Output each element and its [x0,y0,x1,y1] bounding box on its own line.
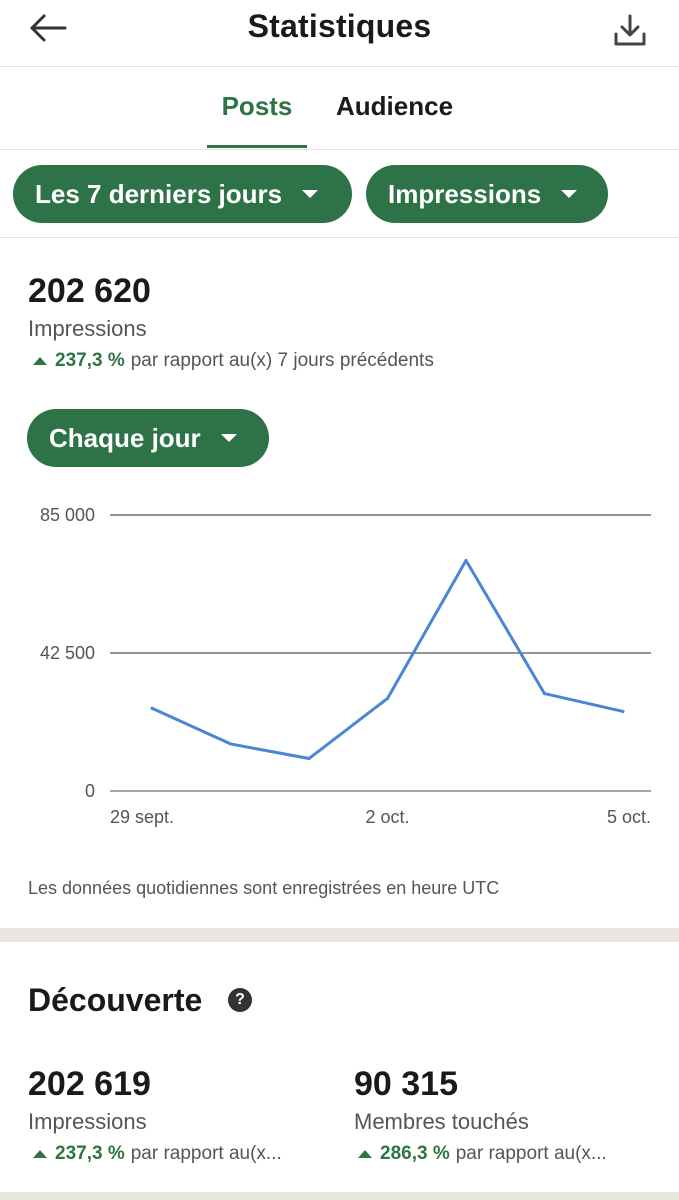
active-tab-indicator [207,145,307,148]
y-tick-label: 42 500 [40,643,95,663]
section-divider [0,928,679,942]
tab-posts[interactable]: Posts [221,91,293,121]
data-point [543,692,546,696]
period-filter-dropdown[interactable]: Les 7 derniers jours [13,165,352,223]
series-line [150,558,625,761]
granularity-label: Chaque jour [49,422,201,453]
download-icon [614,14,646,46]
app-header: Statistiques [0,0,679,67]
chevron-down-icon [561,190,578,198]
section-divider [0,1192,679,1200]
data-point [386,696,389,700]
back-button[interactable] [24,8,72,48]
discovery-impressions-trend: 237,3 % par rapport au(x... [33,1143,282,1165]
members-reached-label: Membres touchés [354,1109,529,1134]
data-point [307,757,311,761]
impressions-line-chart: 85 000 42 500 0 29 sept. 2 oct. 5 oct. [40,505,651,827]
chart-note: Les données quotidiennes sont enregistré… [28,878,500,898]
download-button[interactable] [606,8,654,52]
x-tick-label: 2 oct. [365,807,409,827]
data-point [621,709,625,713]
impressions-trend: 237,3 % par rapport au(x) 7 jours précéd… [33,350,434,372]
chevron-down-icon [302,190,319,198]
metric-filter-label: Impressions [388,178,542,209]
metric-filter-dropdown[interactable]: Impressions [366,165,608,223]
y-tick-label: 85 000 [40,505,95,525]
divider [0,237,679,238]
y-tick-label: 0 [85,781,95,801]
discovery-impressions-value: 202 619 [28,1065,151,1103]
tab-bar: Posts Audience [0,67,679,150]
trend-text: par rapport au(x... [455,1143,607,1164]
arrow-left-icon [30,14,67,42]
granularity-dropdown[interactable]: Chaque jour [27,409,269,467]
members-reached-value: 90 315 [354,1065,458,1103]
page-title: Statistiques [247,8,432,44]
trend-percent: 237,3 % [55,350,125,371]
x-tick-label: 29 sept. [110,807,174,827]
trend-up-icon [358,1150,372,1158]
question-mark-icon[interactable]: ? [228,988,252,1012]
trend-percent: 237,3 % [55,1143,125,1164]
trend-up-icon [33,357,47,365]
period-filter-label: Les 7 derniers jours [35,178,283,209]
trend-percent: 286,3 % [380,1143,450,1164]
trend-text: par rapport au(x) 7 jours précédents [130,350,434,371]
tab-audience[interactable]: Audience [336,91,454,121]
trend-up-icon [33,1150,47,1158]
trend-text: par rapport au(x... [130,1143,282,1164]
x-tick-label: 5 oct. [607,807,651,827]
total-impressions-label: Impressions [28,316,147,341]
data-point [150,706,154,710]
chevron-down-icon [220,434,237,442]
data-point [464,558,468,562]
discovery-title: Découverte [28,982,203,1018]
discovery-impressions-label: Impressions [28,1109,147,1134]
total-impressions-value: 202 620 [28,272,151,310]
data-point [229,742,232,746]
members-reached-trend: 286,3 % par rapport au(x... [358,1143,607,1165]
